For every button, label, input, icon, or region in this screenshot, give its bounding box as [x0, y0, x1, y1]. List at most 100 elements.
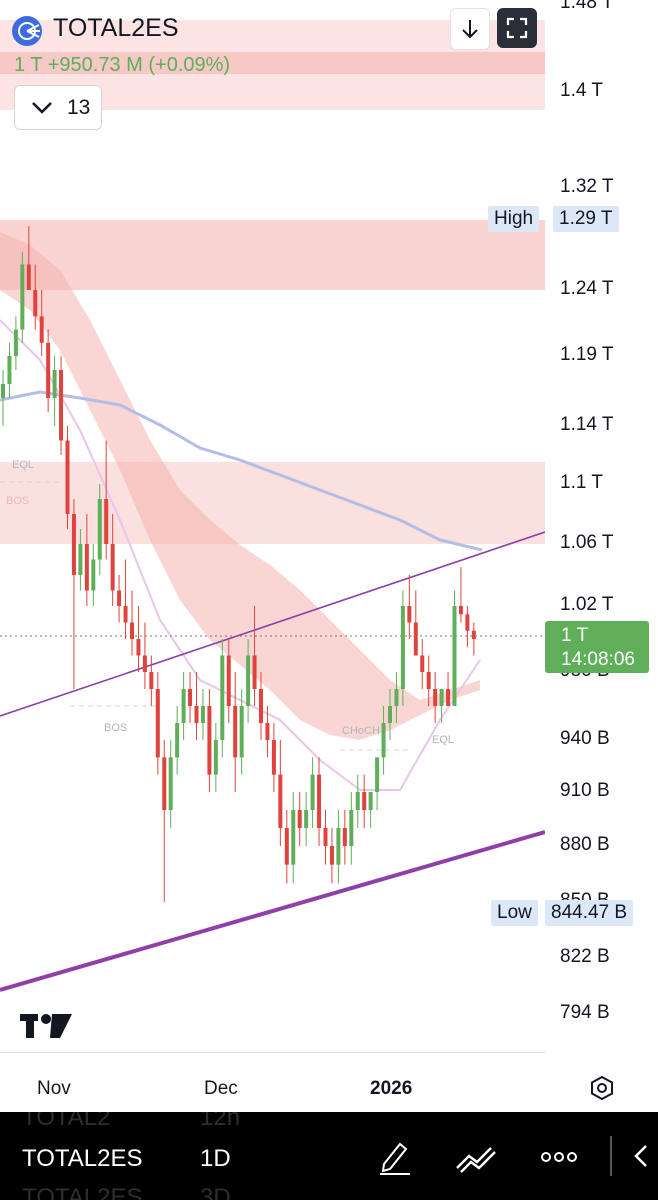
candle-body: [84, 544, 89, 591]
candle-body: [213, 740, 218, 775]
toolbar-divider: [610, 1136, 612, 1176]
candle-body: [78, 544, 83, 575]
chart-area[interactable]: EQL BOS BOS CHoCH EQL TOTAL2ES 1 T +950.…: [0, 0, 545, 1052]
upper-trendline: [0, 531, 545, 717]
symbol-title[interactable]: TOTAL2ES: [53, 14, 179, 42]
price-tick: 1.24 T: [560, 278, 614, 299]
candle-body: [7, 356, 12, 384]
candle-body: [349, 810, 354, 846]
symbol-logo-icon: [12, 16, 42, 46]
ghost-symbol-bottom: TOTAL2ES: [22, 1184, 143, 1200]
more-options-button[interactable]: [540, 1150, 578, 1169]
price-tick: 940 B: [560, 728, 610, 749]
chevron-down-icon: [32, 102, 52, 114]
candle-body: [291, 810, 296, 865]
candle-body: [265, 723, 270, 740]
indicators-toggle-button[interactable]: 13: [14, 85, 102, 130]
price-tick: 822 B: [560, 946, 610, 967]
time-label-year: 2026: [370, 1078, 413, 1099]
price-tick: 1.19 T: [560, 344, 614, 365]
supply-zone-top-inner: [0, 52, 545, 74]
candle-body: [117, 590, 122, 606]
candle-body: [446, 689, 451, 706]
candle-body: [46, 342, 51, 398]
price-axis[interactable]: 1.48 T 1.4 T 1.32 T 1.24 T 1.19 T 1.14 T 1.1 T…: [488, 0, 658, 1052]
arrow-down-icon: [462, 20, 478, 39]
price-tick: 1.48 T: [560, 0, 614, 13]
bar-countdown: 14:08:06: [561, 649, 635, 670]
eql-right-label: EQL: [432, 734, 454, 746]
candle-body: [13, 329, 18, 356]
candles-group: [1, 226, 476, 902]
fullscreen-icon: [506, 17, 528, 39]
candle-body: [162, 757, 167, 810]
candle-body: [130, 622, 134, 639]
symbol-selector[interactable]: TOTAL2ES: [22, 1145, 143, 1172]
drawing-tool-button[interactable]: [378, 1138, 412, 1181]
candle-body: [381, 723, 386, 758]
candle-body: [259, 689, 263, 723]
candle-body: [149, 672, 154, 689]
candle-body: [226, 655, 231, 706]
chart-canvas[interactable]: EQL BOS BOS CHoCH EQL: [0, 0, 545, 1052]
pencil-icon: [380, 1142, 410, 1175]
last-price-value: 1 T: [561, 625, 589, 646]
ghost-interval-bottom: 3D: [200, 1184, 231, 1200]
candle-body: [1, 384, 5, 398]
price-tick: 1.06 T: [560, 532, 614, 553]
candle-body: [188, 689, 193, 706]
candle-body: [452, 606, 457, 706]
candle-body: [155, 689, 160, 758]
candle-body: [207, 706, 212, 775]
candle-body: [123, 606, 128, 623]
ribbon-band: [0, 232, 480, 740]
fullscreen-button[interactable]: [497, 8, 537, 48]
more-dots-icon: [541, 1152, 577, 1162]
candle-body: [26, 264, 31, 290]
candle-body: [52, 370, 57, 398]
candle-body: [168, 757, 173, 810]
candle-body: [336, 828, 341, 865]
time-axis[interactable]: Nov Dec 2026: [0, 1052, 658, 1112]
candle-body: [233, 706, 238, 758]
bottom-toolbar: TOTAL2 12h TOTAL2ES 1D TOTAL2ES 3D: [0, 1112, 658, 1200]
lower-trendline: [0, 830, 545, 992]
indicators-button[interactable]: [455, 1142, 499, 1179]
candle-body: [407, 606, 412, 623]
collapse-button[interactable]: [630, 1142, 650, 1175]
chevron-left-icon: [634, 1145, 647, 1167]
candle-body: [110, 544, 115, 591]
tradingview-logo: [20, 1014, 72, 1038]
candle-body: [362, 792, 367, 810]
candle-body: [471, 630, 476, 639]
chart-settings-button[interactable]: [588, 1074, 616, 1102]
eql-left-label: EQL: [12, 459, 34, 471]
low-label: Low: [491, 900, 538, 926]
supply-zone-high: [0, 220, 545, 290]
price-tick: 1.02 T: [560, 594, 614, 615]
candle-body: [329, 846, 334, 865]
candle-body: [33, 290, 38, 317]
candle-body: [97, 499, 102, 560]
price-tick: 1.14 T: [560, 414, 614, 435]
candle-body: [420, 655, 425, 672]
download-button[interactable]: [450, 8, 490, 50]
candle-body: [368, 792, 373, 810]
last-price-badge: 1 T 14:08:06: [545, 621, 649, 673]
candle-body: [271, 740, 276, 775]
candle-body: [91, 559, 96, 591]
price-tick: 794 B: [560, 1002, 610, 1023]
time-label-nov: Nov: [37, 1078, 71, 1099]
candle-body: [297, 810, 302, 828]
indicators-line-icon: [456, 1147, 496, 1173]
candle-body: [388, 706, 392, 723]
candle-body: [278, 774, 283, 828]
choch-label: CHoCH: [342, 725, 380, 737]
candle-body: [304, 810, 309, 828]
candle-body: [175, 723, 180, 758]
candle-body: [433, 689, 438, 706]
time-label-dec: Dec: [204, 1078, 238, 1099]
candle-body: [71, 514, 76, 575]
candle-body: [317, 774, 322, 828]
interval-selector[interactable]: 1D: [200, 1145, 231, 1172]
